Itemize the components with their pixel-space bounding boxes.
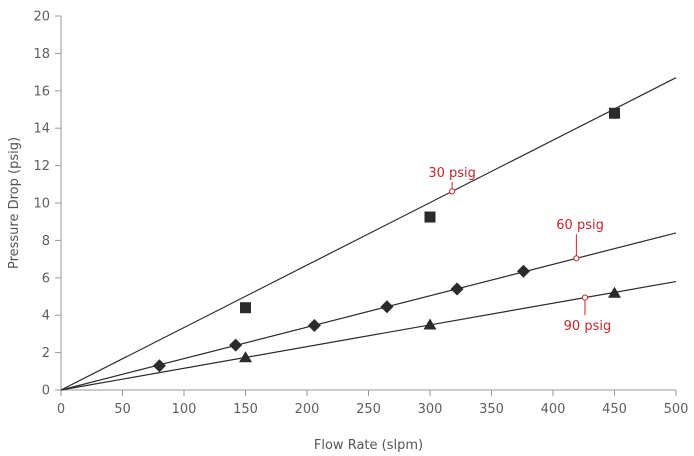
diamond-marker	[152, 359, 166, 373]
triangle-marker	[608, 286, 621, 298]
x-axis-title: Flow Rate (slpm)	[314, 438, 423, 453]
y-tick-label: 4	[42, 309, 50, 324]
x-tick-label: 100	[172, 402, 197, 417]
square-marker	[240, 302, 251, 314]
x-tick-label: 250	[356, 402, 381, 417]
annotation-point	[449, 188, 456, 195]
y-tick-label: 2	[42, 346, 50, 361]
x-tick-label: 200	[295, 402, 320, 417]
diamond-marker	[516, 264, 530, 278]
diamond-marker	[229, 338, 243, 352]
y-tick-label: 10	[33, 197, 50, 212]
diamond-marker	[450, 282, 464, 296]
x-tick-label: 350	[479, 402, 504, 417]
y-tick-label: 14	[33, 122, 50, 137]
diamond-marker	[307, 318, 321, 332]
annotation-point	[573, 255, 580, 262]
y-axis-title: Pressure Drop (psig)	[7, 137, 22, 269]
y-tick-label: 12	[33, 159, 50, 174]
series-lines	[60, 77, 677, 391]
x-tick-label: 150	[233, 402, 258, 417]
y-tick-label: 16	[33, 84, 50, 99]
annotation-label: 30 psig	[428, 166, 476, 181]
x-axis-ticks: 0 50 100 150 200 250 300 350 400 450 500	[57, 390, 689, 417]
y-tick-label: 6	[42, 271, 50, 286]
triangle-marker	[239, 351, 252, 363]
annotation-point	[581, 294, 589, 301]
y-tick-label: 18	[33, 47, 50, 62]
series-line-square	[60, 77, 677, 391]
y-tick-label: 8	[42, 234, 50, 249]
diamond-marker	[380, 300, 394, 314]
annotation-label: 60 psig	[556, 218, 604, 233]
x-tick-label: 450	[602, 402, 627, 417]
x-tick-label: 300	[418, 402, 443, 417]
y-tick-label: 0	[42, 384, 50, 399]
series-line-diamond	[60, 232, 677, 391]
square-marker	[424, 211, 436, 223]
y-axis-ticks: 0 2 4 6 8 10 12 14 16 18 20	[33, 10, 61, 399]
series-points	[152, 107, 621, 373]
x-tick-label: 400	[541, 402, 566, 417]
annotations: 30 psig 60 psig 90 psig	[428, 166, 611, 334]
triangle-marker	[423, 318, 437, 330]
x-tick-label: 50	[114, 402, 131, 417]
square-marker	[609, 107, 620, 119]
series-line-triangle	[60, 280, 677, 391]
annotation-label: 90 psig	[564, 319, 612, 334]
y-tick-label: 20	[33, 10, 50, 25]
x-tick-label: 0	[57, 402, 65, 417]
x-tick-label: 500	[664, 402, 689, 417]
